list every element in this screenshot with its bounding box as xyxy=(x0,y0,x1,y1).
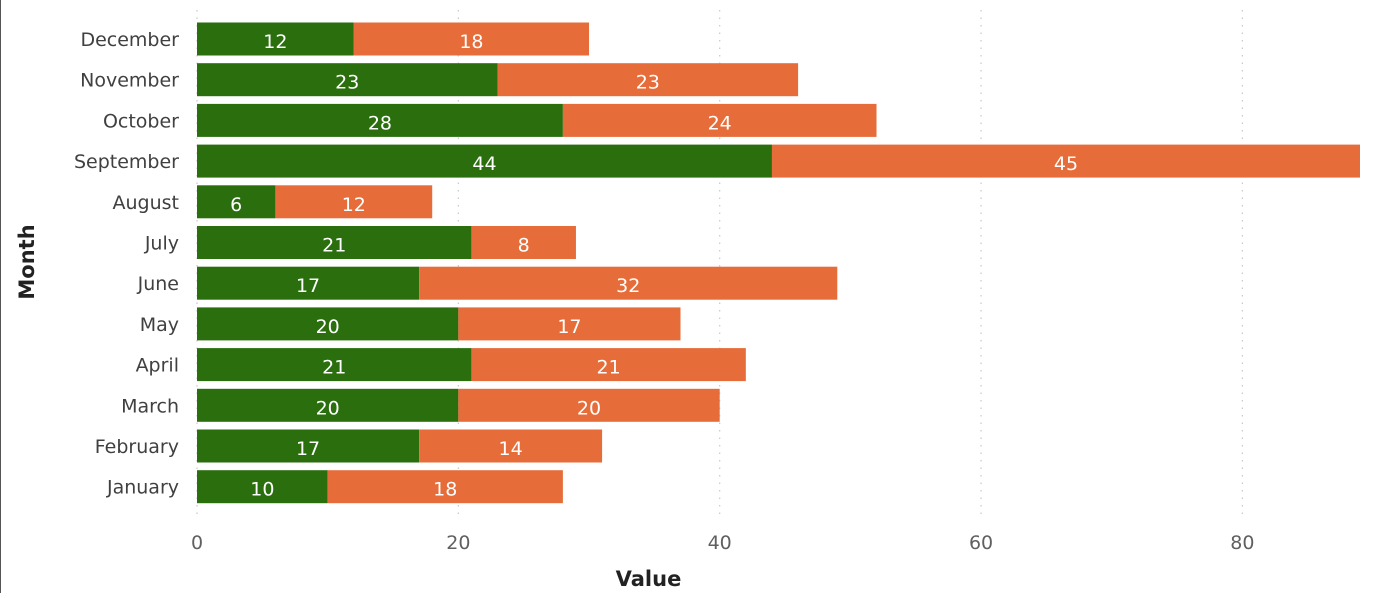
category-label: August xyxy=(113,192,180,214)
data-label: 12 xyxy=(263,31,287,53)
x-tick-label: 0 xyxy=(191,532,203,554)
data-label: 10 xyxy=(250,479,274,501)
bar-segment xyxy=(471,226,576,259)
y-axis-title: Month xyxy=(15,224,39,299)
data-label: 12 xyxy=(342,194,366,216)
category-label: October xyxy=(103,110,179,132)
bar-segment xyxy=(197,348,472,382)
x-tick-label: 20 xyxy=(446,532,470,554)
category-label: November xyxy=(80,70,179,92)
x-tick-label: 80 xyxy=(1230,532,1254,554)
data-label: 17 xyxy=(296,438,320,460)
bar-segment xyxy=(197,22,354,56)
category-label: December xyxy=(80,29,179,51)
bar-segment xyxy=(197,307,459,341)
data-label: 28 xyxy=(368,112,392,134)
bar-segment xyxy=(197,388,459,422)
bar-segment xyxy=(327,470,563,504)
data-label: 23 xyxy=(636,72,660,94)
data-label: 23 xyxy=(335,72,359,94)
x-axis-title: Value xyxy=(616,567,682,591)
data-label: 32 xyxy=(616,275,640,297)
category-label: June xyxy=(137,273,179,295)
bar-segment xyxy=(197,266,420,300)
data-label: 18 xyxy=(433,479,457,501)
data-label: 21 xyxy=(322,357,346,379)
category-label: May xyxy=(140,314,179,336)
data-label: 6 xyxy=(230,194,242,216)
bar-segment xyxy=(353,22,590,56)
bar-segment xyxy=(275,185,433,219)
x-tick-label: 60 xyxy=(969,532,993,554)
category-label: September xyxy=(74,151,179,173)
bar-segment xyxy=(197,470,328,504)
bar-segment xyxy=(197,63,498,97)
data-label: 21 xyxy=(597,357,621,379)
data-label: 20 xyxy=(316,397,340,419)
data-label: 44 xyxy=(472,153,496,175)
data-label: 17 xyxy=(296,275,320,297)
bar-segment xyxy=(771,144,1360,178)
category-label: July xyxy=(144,233,179,255)
bar-segment xyxy=(197,226,472,259)
data-label: 18 xyxy=(459,31,483,53)
x-tick-label: 40 xyxy=(708,532,732,554)
category-label: March xyxy=(121,395,179,417)
x-tick-labels: 0 20 40 60 80 xyxy=(191,532,1255,554)
bar-segment xyxy=(458,307,681,341)
data-label: 45 xyxy=(1054,153,1078,175)
data-label: 24 xyxy=(708,112,732,134)
data-label: 8 xyxy=(518,235,530,257)
data-label: 14 xyxy=(499,438,523,460)
bar-segment xyxy=(471,348,746,382)
data-label: 17 xyxy=(557,316,581,338)
category-label: April xyxy=(136,355,179,377)
bar-segment xyxy=(197,103,563,137)
bar-segment xyxy=(419,266,838,300)
data-label: 20 xyxy=(577,397,601,419)
bar-segment xyxy=(562,103,877,137)
bar-segment xyxy=(197,144,772,178)
bar-segment xyxy=(497,63,799,97)
data-label: 20 xyxy=(316,316,340,338)
bar-segment xyxy=(197,185,276,219)
bar-segment xyxy=(458,388,720,422)
left-border xyxy=(0,0,1,593)
category-label: February xyxy=(95,436,179,458)
data-label: 21 xyxy=(322,235,346,257)
category-label: January xyxy=(106,477,179,499)
bar-segment xyxy=(197,429,420,463)
category-labels: December November October September August Ju… xyxy=(74,29,179,499)
bar-segment xyxy=(419,429,603,463)
